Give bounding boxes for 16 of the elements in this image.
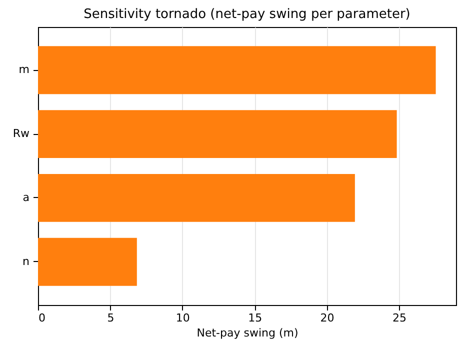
x-tick-label: 20 <box>320 312 334 324</box>
y-tick-label: Rw <box>12 127 30 140</box>
x-tick-label: 0 <box>38 312 46 324</box>
x-tick-label: 25 <box>392 312 406 324</box>
x-tick-label: 15 <box>248 312 262 324</box>
y-tick-label: m <box>18 63 30 76</box>
x-tick-label: 10 <box>176 312 190 324</box>
y-tick-label: a <box>22 190 30 204</box>
bar <box>38 238 137 286</box>
x-tick-label: 5 <box>107 312 114 324</box>
bar <box>38 46 436 94</box>
chart-title: Sensitivity tornado (net-pay swing per parameter) <box>84 7 410 22</box>
x-axis-title: Net-pay swing (m) <box>196 326 298 340</box>
y-tick-label: n <box>22 254 30 268</box>
bar <box>38 174 355 222</box>
bar <box>38 110 397 158</box>
